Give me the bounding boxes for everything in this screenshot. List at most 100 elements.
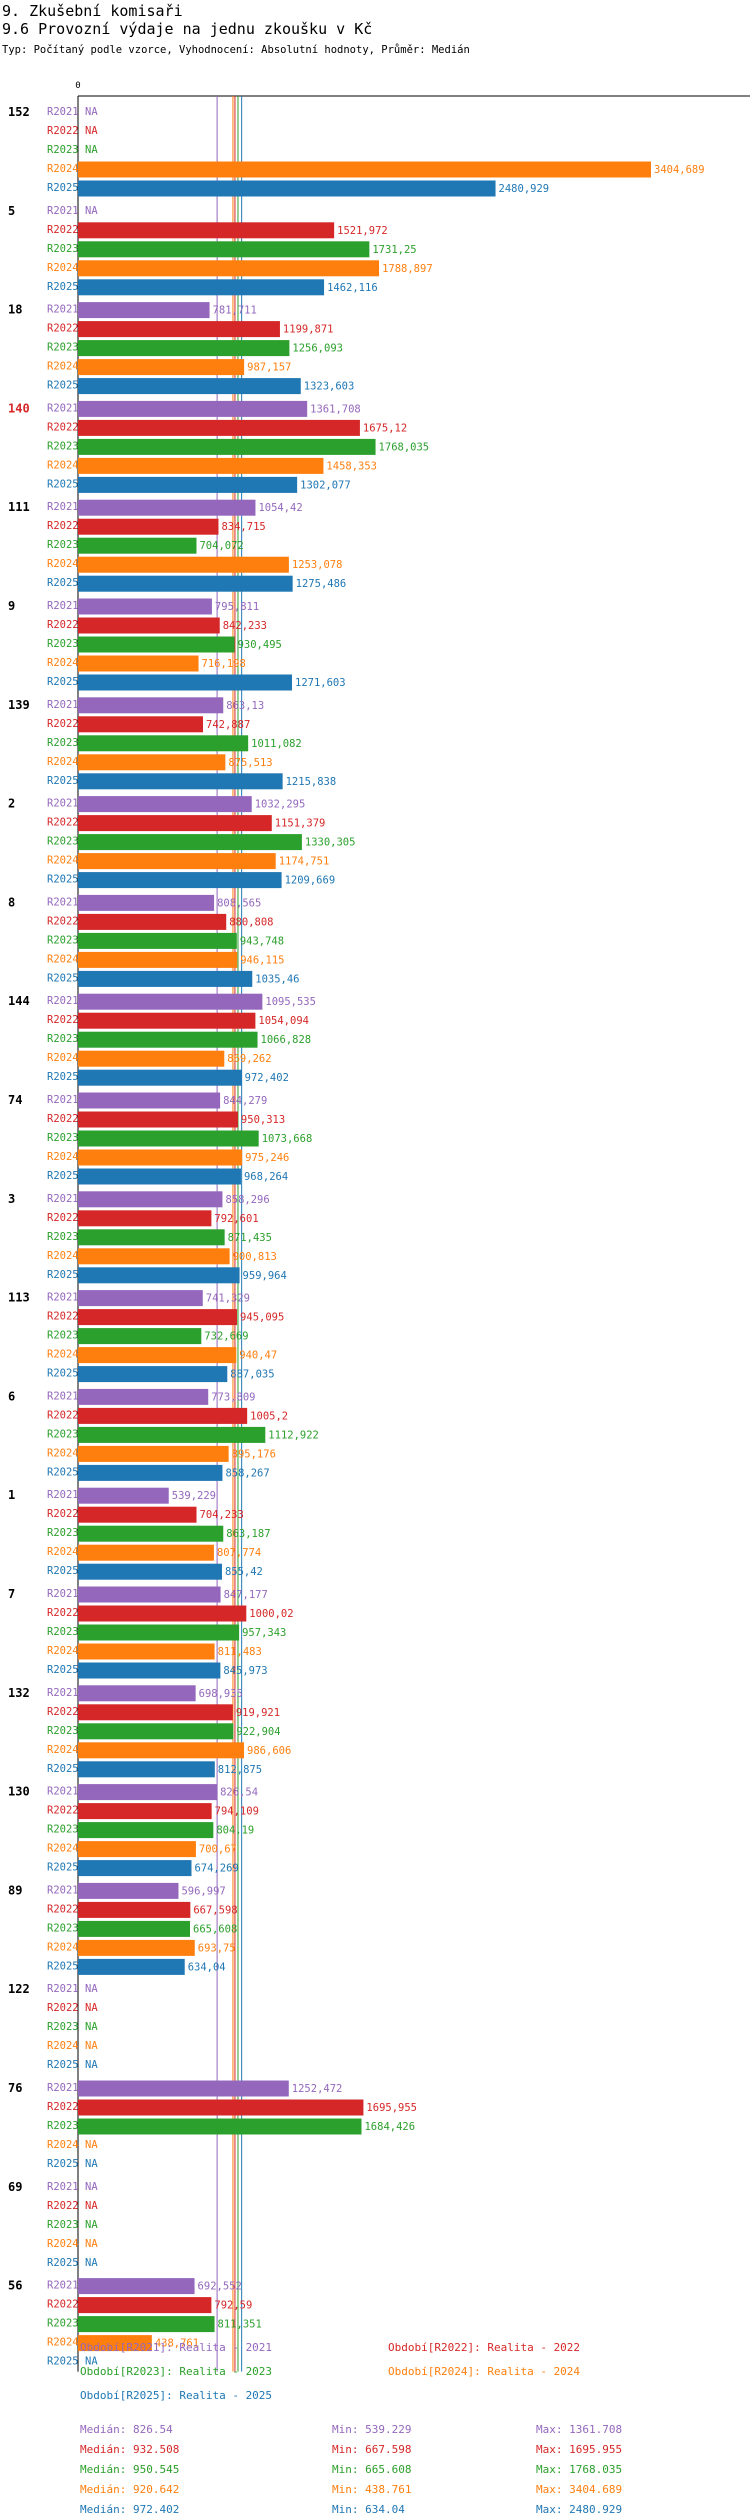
data-label: 930,495 [238, 639, 282, 651]
period-label: R2021 [47, 304, 79, 316]
bar-111-R2021 [78, 499, 256, 516]
bar-144-R2022 [78, 1012, 256, 1029]
period-label: R2021 [47, 1489, 79, 1501]
bar-76-R2022 [78, 2099, 364, 2116]
section-title: 9. Zkušební komisaři [2, 2, 183, 20]
period-label: R2024 [47, 1052, 79, 1064]
bar-132-R2022 [78, 1704, 233, 1721]
data-label: 1054,42 [258, 502, 302, 514]
data-label: 1731,25 [372, 244, 416, 256]
data-label: 634,04 [188, 1961, 226, 1973]
data-label: 871,435 [228, 1232, 272, 1244]
bar-7-R2023 [78, 1624, 240, 1641]
na-label: NA [85, 2002, 98, 2014]
period-label: R2022 [47, 520, 79, 532]
group-label-2: 2 [8, 797, 15, 811]
data-label: 811,351 [218, 2319, 262, 2331]
data-label: 1323,603 [304, 381, 355, 393]
bar-3-R2022 [78, 1210, 212, 1227]
na-label: NA [85, 144, 98, 156]
period-label: R2024 [47, 1843, 79, 1855]
period-label: R2025 [47, 775, 79, 787]
data-label: 781,711 [213, 305, 257, 317]
data-label: 858,267 [225, 1467, 269, 1479]
period-label: R2023 [47, 144, 79, 156]
bar-8-R2021 [78, 894, 215, 911]
group-label-8: 8 [8, 895, 15, 909]
data-label: 957,343 [242, 1627, 286, 1639]
data-label: 887,035 [230, 1369, 274, 1381]
bar-1-R2023 [78, 1525, 224, 1542]
bar-111-R2023 [78, 537, 197, 554]
group-label-7: 7 [8, 1587, 15, 1601]
bar-2-R2025 [78, 872, 282, 889]
period-label: R2023 [47, 539, 79, 551]
data-label: 1073,668 [262, 1133, 313, 1145]
data-label: 1054,094 [258, 1015, 309, 1027]
bar-2-R2021 [78, 796, 252, 813]
period-label: R2023 [47, 2021, 79, 2033]
period-label: R2025 [47, 2158, 79, 2170]
bar-89-R2025 [78, 1958, 185, 1975]
data-label: 987,157 [247, 362, 291, 374]
data-label: 858,296 [225, 1194, 269, 1206]
data-label: 438,761 [155, 2338, 199, 2350]
data-label: 674,269 [194, 1863, 238, 1875]
bar-139-R2025 [78, 773, 283, 790]
bar-6-R2025 [78, 1464, 223, 1481]
period-label: R2023 [47, 1626, 79, 1638]
period-label: R2022 [47, 718, 79, 730]
period-label: R2022 [47, 2002, 79, 2014]
data-label: 596,997 [181, 1885, 225, 1897]
period-label: R2025 [47, 2059, 79, 2071]
group-label-89: 89 [8, 1883, 22, 1897]
group-label-130: 130 [8, 1785, 30, 1799]
period-label: R2025 [47, 2257, 79, 2269]
period-label: R2023 [47, 1527, 79, 1539]
period-label: R2025 [47, 1763, 79, 1775]
legend-median-R2025: Medián: 972.402 [80, 2503, 180, 2516]
group-label-132: 132 [8, 1686, 30, 1700]
period-label: R2023 [47, 737, 79, 749]
data-label: 845,973 [223, 1665, 267, 1677]
na-label: NA [85, 106, 98, 118]
data-label: 794,109 [215, 1806, 259, 1818]
data-label: 704,233 [200, 1509, 244, 1521]
period-label: R2022 [47, 2299, 79, 2311]
bar-7-R2021 [78, 1586, 221, 1603]
period-label: R2021 [47, 1687, 79, 1699]
period-label: R2022 [47, 1212, 79, 1224]
period-label: R2023 [47, 1428, 79, 1440]
bar-144-R2025 [78, 1069, 242, 1086]
bar-139-R2021 [78, 697, 224, 714]
chart-title: 9.6 Provozní výdaje na jednu zkoušku v K… [2, 20, 373, 38]
bar-130-R2023 [78, 1822, 214, 1839]
period-label: R2022 [47, 1409, 79, 1421]
data-label: 807,774 [217, 1547, 261, 1559]
bar-9-R2022 [78, 617, 220, 634]
data-label: 741,329 [206, 1293, 250, 1305]
bar-152-R2025 [78, 180, 496, 197]
data-label: 804,19 [216, 1825, 254, 1837]
data-label: 1209,669 [285, 875, 336, 887]
data-label: 975,246 [245, 1152, 289, 1164]
bar-74-R2021 [78, 1092, 221, 1109]
group-label-122: 122 [8, 1982, 30, 1996]
data-label: 972,402 [245, 1072, 289, 1084]
group-label-56: 56 [8, 2279, 22, 2293]
period-label: R2025 [47, 1269, 79, 1281]
group-label-3: 3 [8, 1192, 15, 1206]
period-label: R2025 [47, 874, 79, 886]
period-label: R2024 [47, 1546, 79, 1558]
period-label: R2024 [47, 558, 79, 570]
bar-140-R2025 [78, 476, 298, 493]
bar-3-R2025 [78, 1267, 240, 1284]
period-label: R2021 [47, 2082, 79, 2094]
legend-max-R2025: Max: 2480.929 [536, 2503, 623, 2516]
data-label: 959,964 [243, 1270, 287, 1282]
group-label-139: 139 [8, 698, 30, 712]
period-label: R2024 [47, 459, 79, 471]
bar-7-R2022 [78, 1605, 247, 1622]
na-label: NA [85, 2059, 98, 2071]
data-label: 986,606 [247, 1745, 291, 1757]
